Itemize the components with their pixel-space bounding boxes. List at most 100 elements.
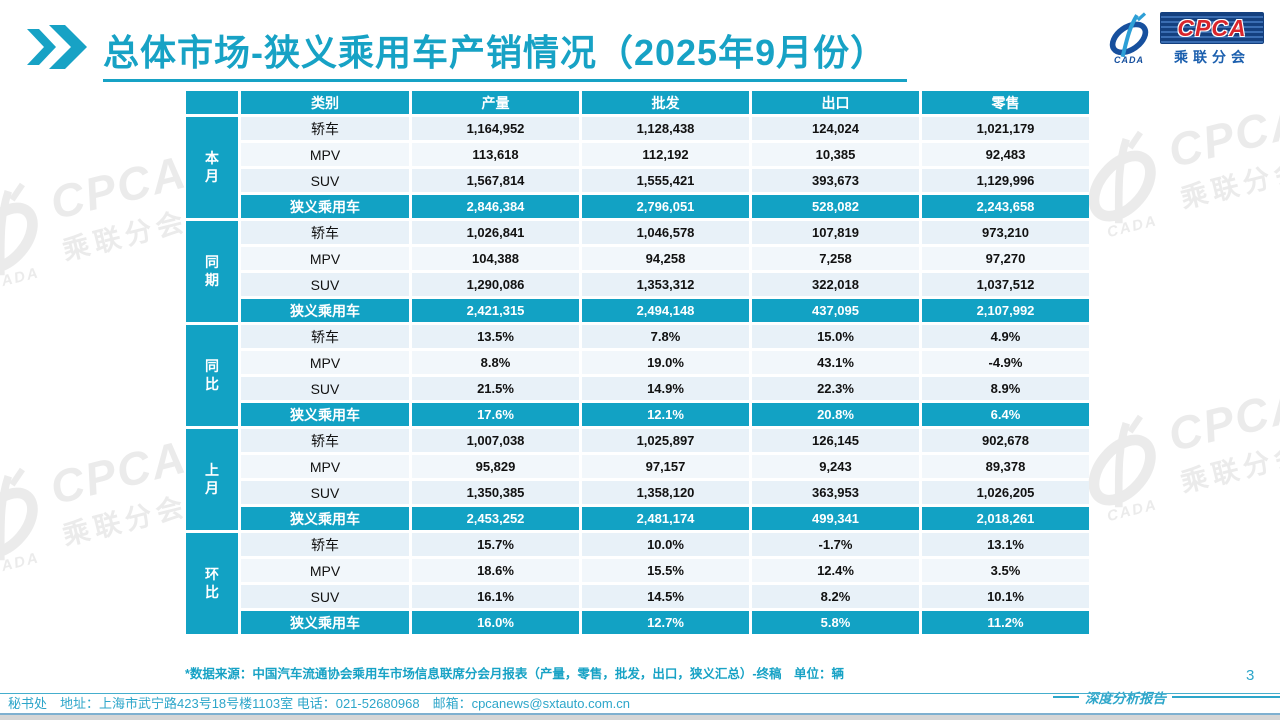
table-row: 同比轿车 13.5% 7.8% 15.0% 4.9% — [186, 325, 1089, 426]
row-group-label: 上月 — [186, 429, 238, 530]
category-cell: 狭义乘用车 — [241, 611, 409, 634]
row-group-label: 同比 — [186, 325, 238, 426]
value-cell: 7,258 — [752, 247, 919, 270]
value-cell: 1,290,086 — [412, 273, 579, 296]
table-row: SUV 1,290,086 1,353,312 322,018 1,037,512 — [186, 273, 1089, 296]
value-cell: 12.1% — [582, 403, 749, 426]
category-cell: 狭义乘用车 — [241, 507, 409, 530]
value-cell: 1,164,952 — [412, 117, 579, 140]
value-cell: 363,953 — [752, 481, 919, 504]
value-cell: 528,082 — [752, 195, 919, 218]
value-cell: 10.0% — [582, 533, 749, 556]
value-cell: 322,018 — [752, 273, 919, 296]
table-header-row: 类别 产量 批发 出口 零售 — [186, 91, 1089, 114]
value-cell: 2,846,384 — [412, 195, 579, 218]
value-cell: 1,358,120 — [582, 481, 749, 504]
footer-bar: 秘书处 地址：上海市武宁路423号18号楼1103室 电话：021-526809… — [0, 693, 1280, 713]
value-cell: 20.8% — [752, 403, 919, 426]
table-row: SUV 21.5% 14.9% 22.3% 8.9% — [186, 377, 1089, 400]
column-header: 零售 — [922, 91, 1089, 114]
value-cell: 2,494,148 — [582, 299, 749, 322]
category-cell: 轿车 — [241, 221, 409, 244]
category-cell: 狭义乘用车 — [241, 403, 409, 426]
value-cell: 113,618 — [412, 143, 579, 166]
table-row: 狭义乘用车 2,453,252 2,481,174 499,341 2,018,261 — [186, 507, 1089, 530]
table-row: 本月轿车 1,164,952 1,128,438 124,024 1,021,179 — [186, 117, 1089, 218]
category-cell: 狭义乘用车 — [241, 299, 409, 322]
value-cell: 8.2% — [752, 585, 919, 608]
value-cell: 22.3% — [752, 377, 919, 400]
cada-emblem: CADA — [1103, 12, 1155, 65]
value-cell: 107,819 — [752, 221, 919, 244]
value-cell: 97,270 — [922, 247, 1089, 270]
value-cell: 12.4% — [752, 559, 919, 582]
table-row: MPV 104,388 94,258 7,258 97,270 — [186, 247, 1089, 270]
category-cell: MPV — [241, 351, 409, 374]
value-cell: -1.7% — [752, 533, 919, 556]
value-cell: 1,026,205 — [922, 481, 1089, 504]
report-tag: 深度分析报告 — [1085, 691, 1166, 707]
value-cell: 95,829 — [412, 455, 579, 478]
table-row: 狭义乘用车 2,846,384 2,796,051 528,082 2,243,658 — [186, 195, 1089, 218]
footnote: *数据来源：中国汽车流通协会乘用车市场信息联席分会月报表（产量，零售，批发，出口… — [185, 667, 845, 681]
value-cell: 13.1% — [922, 533, 1089, 556]
category-cell: MPV — [241, 455, 409, 478]
column-header: 类别 — [241, 91, 409, 114]
value-cell: 1,555,421 — [582, 169, 749, 192]
value-cell: 8.9% — [922, 377, 1089, 400]
value-cell: 89,378 — [922, 455, 1089, 478]
value-cell: 2,243,658 — [922, 195, 1089, 218]
rule-left — [1053, 696, 1079, 698]
value-cell: 126,145 — [752, 429, 919, 452]
data-table: 类别 产量 批发 出口 零售 本月轿车 1,164,952 1,128,438 124,024… — [183, 88, 1092, 637]
category-cell: SUV — [241, 273, 409, 296]
table-row: 环比轿车 15.7% 10.0% -1.7% 13.1% — [186, 533, 1089, 634]
value-cell: 43.1% — [752, 351, 919, 374]
category-cell: SUV — [241, 377, 409, 400]
cpca-name-cn: 乘联分会 — [1174, 49, 1250, 65]
page-title: 总体市场-狭义乘用车产销情况（2025年9月份） — [103, 24, 908, 82]
category-cell: 轿车 — [241, 325, 409, 348]
value-cell: 1,007,038 — [412, 429, 579, 452]
category-cell: MPV — [241, 247, 409, 270]
table-row: MPV 18.6% 15.5% 12.4% 3.5% — [186, 559, 1089, 582]
value-cell: 13.5% — [412, 325, 579, 348]
value-cell: 6.4% — [922, 403, 1089, 426]
value-cell: 112,192 — [582, 143, 749, 166]
cada-label: CADA — [1114, 55, 1144, 65]
value-cell: 2,796,051 — [582, 195, 749, 218]
value-cell: 11.2% — [922, 611, 1089, 634]
cpca-acronym-box: CPCA — [1160, 12, 1264, 44]
footer-text: 秘书处 地址：上海市武宁路423号18号楼1103室 电话：021-526809… — [8, 696, 631, 711]
column-header: 产量 — [412, 91, 579, 114]
table-row: 同期轿车 1,026,841 1,046,578 107,819 973,210 — [186, 221, 1089, 322]
bottom-accent-line — [0, 713, 1280, 715]
category-cell: SUV — [241, 585, 409, 608]
table-row: 上月轿车 1,007,038 1,025,897 126,145 902,678 — [186, 429, 1089, 530]
table-row: MPV 8.8% 19.0% 43.1% -4.9% — [186, 351, 1089, 374]
table-row: 狭义乘用车 17.6% 12.1% 20.8% 6.4% — [186, 403, 1089, 426]
value-cell: 1,026,841 — [412, 221, 579, 244]
table-row: 狭义乘用车 16.0% 12.7% 5.8% 11.2% — [186, 611, 1089, 634]
value-cell: 1,350,385 — [412, 481, 579, 504]
report-tag-rule: 深度分析报告 — [1053, 687, 1280, 707]
value-cell: 437,095 — [752, 299, 919, 322]
value-cell: 14.9% — [582, 377, 749, 400]
value-cell: 4.9% — [922, 325, 1089, 348]
page-number: 3 — [1246, 667, 1255, 684]
value-cell: 1,567,814 — [412, 169, 579, 192]
value-cell: -4.9% — [922, 351, 1089, 374]
value-cell: 14.5% — [582, 585, 749, 608]
cpca-logo: CADA CPCA 乘联分会 — [1103, 12, 1264, 67]
category-cell: 轿车 — [241, 117, 409, 140]
value-cell: 2,481,174 — [582, 507, 749, 530]
value-cell: 21.5% — [412, 377, 579, 400]
value-cell: 1,037,512 — [922, 273, 1089, 296]
table-row: SUV 1,350,385 1,358,120 363,953 1,026,205 — [186, 481, 1089, 504]
table-row: 狭义乘用车 2,421,315 2,494,148 437,095 2,107,992 — [186, 299, 1089, 322]
value-cell: 19.0% — [582, 351, 749, 374]
value-cell: 97,157 — [582, 455, 749, 478]
column-header: 出口 — [752, 91, 919, 114]
value-cell: 973,210 — [922, 221, 1089, 244]
value-cell: 393,673 — [752, 169, 919, 192]
